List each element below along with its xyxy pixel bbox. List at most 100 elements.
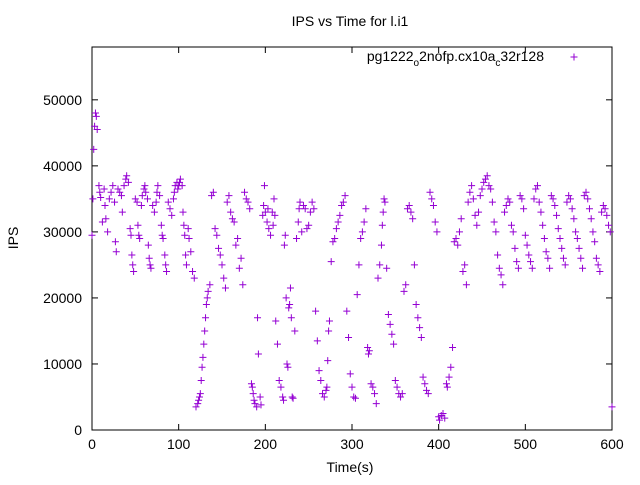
data-point bbox=[286, 301, 294, 309]
data-point bbox=[283, 360, 291, 368]
data-point bbox=[213, 231, 221, 239]
data-point bbox=[513, 258, 521, 266]
data-point bbox=[372, 400, 380, 408]
data-point bbox=[530, 195, 538, 203]
data-point bbox=[174, 185, 182, 193]
data-point bbox=[573, 235, 581, 242]
data-point bbox=[239, 281, 247, 289]
data-point bbox=[606, 228, 614, 236]
data-point bbox=[136, 235, 144, 242]
axis-ticks: 0 100 200 300 400 500 600 0 10000 20000 30000 40000… bbox=[43, 47, 624, 452]
data-point bbox=[521, 231, 529, 239]
data-point bbox=[157, 221, 165, 229]
x-tick-label: 300 bbox=[340, 436, 364, 452]
data-point bbox=[424, 390, 432, 398]
data-point bbox=[248, 383, 256, 391]
data-point bbox=[473, 221, 481, 229]
data-point bbox=[284, 363, 292, 371]
data-point bbox=[270, 195, 278, 203]
data-point bbox=[198, 363, 206, 371]
y-axis-label: IPS bbox=[5, 227, 21, 250]
data-point bbox=[323, 383, 331, 391]
data-point bbox=[254, 314, 262, 322]
data-point bbox=[594, 261, 602, 269]
data-point bbox=[426, 188, 434, 196]
data-point bbox=[97, 194, 105, 202]
data-point bbox=[416, 324, 424, 332]
data-point bbox=[289, 394, 297, 402]
data-point bbox=[93, 126, 101, 134]
data-point bbox=[200, 340, 208, 348]
data-point bbox=[568, 205, 576, 213]
data-point bbox=[584, 195, 592, 203]
data-point bbox=[379, 208, 387, 216]
data-point bbox=[383, 264, 391, 272]
data-point bbox=[390, 340, 398, 348]
data-point bbox=[402, 281, 410, 289]
data-point bbox=[88, 231, 96, 239]
data-point bbox=[194, 400, 202, 408]
data-point bbox=[412, 301, 420, 309]
data-point bbox=[294, 218, 302, 226]
data-point bbox=[367, 380, 375, 388]
data-point bbox=[279, 393, 287, 401]
data-point bbox=[495, 264, 503, 272]
data-point bbox=[273, 340, 281, 348]
data-point bbox=[419, 373, 427, 381]
data-point bbox=[348, 383, 356, 391]
data-point bbox=[443, 383, 451, 391]
data-point bbox=[336, 211, 344, 219]
data-point bbox=[134, 221, 142, 229]
data-point bbox=[537, 208, 545, 216]
x-tick-label: 600 bbox=[600, 436, 624, 452]
legend-marker-glyph bbox=[570, 53, 578, 61]
data-point bbox=[152, 198, 160, 206]
data-point bbox=[490, 218, 498, 226]
data-point bbox=[159, 235, 167, 242]
data-point bbox=[514, 264, 522, 272]
data-point bbox=[287, 314, 295, 322]
legend-label-subscript: o bbox=[414, 58, 420, 69]
data-point bbox=[271, 211, 279, 219]
data-point bbox=[291, 327, 299, 335]
legend-label: pg1222o2nofp.cx10ac32r128 bbox=[367, 48, 544, 69]
data-point bbox=[362, 205, 370, 213]
data-point bbox=[449, 343, 457, 351]
data-point bbox=[154, 182, 162, 190]
data-point bbox=[563, 198, 571, 206]
data-point bbox=[480, 178, 488, 186]
data-point bbox=[281, 231, 289, 239]
data-point bbox=[549, 195, 557, 203]
data-point bbox=[120, 182, 128, 190]
data-point bbox=[92, 112, 100, 120]
data-point bbox=[299, 201, 307, 209]
data-point bbox=[492, 228, 500, 236]
legend-label-part: 2nofp.cx10a bbox=[419, 48, 495, 64]
data-point bbox=[358, 228, 366, 236]
data-point bbox=[436, 416, 444, 424]
data-point bbox=[96, 188, 104, 196]
data-point bbox=[397, 393, 405, 401]
data-point bbox=[161, 251, 169, 259]
data-point bbox=[596, 268, 604, 276]
legend-label-part: pg1222 bbox=[367, 48, 414, 64]
data-point bbox=[502, 201, 510, 209]
data-point bbox=[187, 248, 195, 256]
data-point bbox=[507, 221, 515, 229]
data-point bbox=[293, 235, 301, 242]
data-point bbox=[441, 414, 449, 422]
data-point bbox=[462, 281, 470, 289]
data-point bbox=[170, 188, 178, 196]
data-point bbox=[591, 238, 599, 246]
data-point bbox=[561, 261, 569, 269]
x-tick-label: 500 bbox=[514, 436, 538, 452]
data-point bbox=[246, 205, 254, 213]
data-point bbox=[452, 235, 460, 242]
data-point bbox=[475, 208, 483, 216]
data-point bbox=[288, 393, 296, 401]
data-point bbox=[163, 268, 171, 276]
data-point bbox=[130, 268, 138, 276]
data-point bbox=[320, 393, 328, 401]
